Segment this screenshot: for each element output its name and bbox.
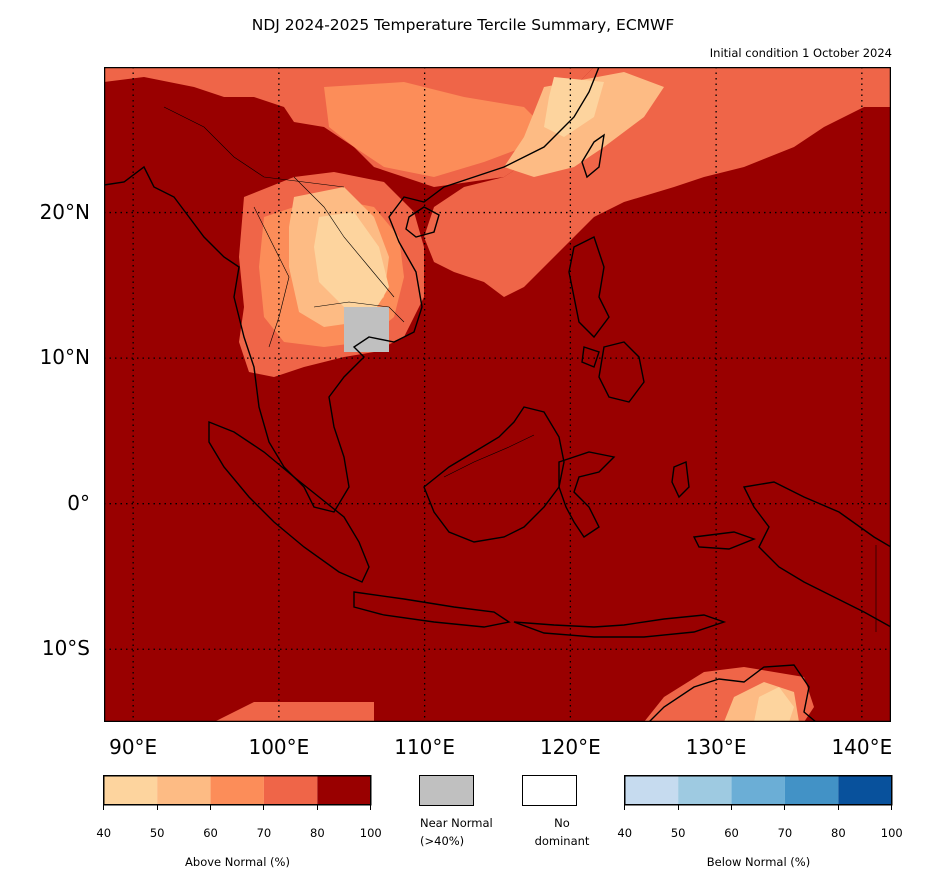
- patch-near-normal-cambodia: [344, 307, 389, 352]
- lon-label-2: 110°E: [394, 735, 456, 759]
- patch-eastchina-70: [424, 67, 891, 297]
- chart-title: NDJ 2024-2025 Temperature Tercile Summar…: [251, 16, 675, 34]
- above-normal-swatches: [103, 775, 371, 805]
- border-cambodia: [313, 301, 405, 323]
- below-tick-mark-1: [677, 805, 679, 810]
- coast-borneo: [423, 406, 565, 543]
- coast-java: [353, 591, 511, 628]
- near-normal-swatch: [419, 775, 474, 806]
- map-border: [104, 67, 891, 722]
- above-swatch-3: [263, 775, 318, 805]
- below-tick-label-0: 40: [617, 826, 633, 840]
- no-dominant-label-line2: dominant: [534, 833, 590, 848]
- coast-luzon: [568, 236, 610, 339]
- border-myanmar-thailand: [253, 206, 290, 348]
- coast-australia: [648, 664, 817, 722]
- below-tick-label-5: 100: [880, 826, 903, 840]
- map-gridlines: [104, 67, 891, 722]
- patch-australia-40: [754, 687, 794, 722]
- lat-label-3: 10°S: [41, 636, 90, 661]
- patch-laos-40: [314, 212, 389, 312]
- border-china: [163, 106, 345, 188]
- lon-label-3: 120°E: [539, 735, 601, 759]
- coast-lesser-sunda: [513, 614, 727, 638]
- below-swatch-1: [678, 775, 732, 805]
- below-tick-mark-3: [784, 805, 786, 810]
- below-swatch-0: [624, 775, 679, 805]
- no-dominant-swatch: [522, 775, 577, 806]
- near-normal-label-line2: (>40%): [420, 833, 465, 848]
- lon-label-5: 140°E: [831, 735, 893, 759]
- above-tick-mark-0: [103, 805, 105, 810]
- above-swatch-2: [210, 775, 264, 805]
- above-swatch-4: [317, 775, 371, 805]
- above-tick-mark-5: [370, 805, 372, 810]
- patch-china-60: [324, 82, 544, 177]
- above-tick-mark-2: [210, 805, 212, 810]
- patch-china-50: [504, 72, 664, 177]
- above-colorbar-border: [103, 775, 372, 806]
- coast-visayas: [581, 346, 600, 368]
- no-dominant-label: No dominant: [508, 815, 616, 851]
- coast-sulawesi: [558, 451, 616, 538]
- lon-label-4: 130°E: [685, 735, 747, 759]
- below-swatch-2: [731, 775, 785, 805]
- coast-new-guinea: [742, 481, 891, 628]
- above-tick-mark-1: [156, 805, 158, 810]
- coast-seram: [692, 531, 756, 550]
- below-tick-mark-4: [837, 805, 839, 810]
- patch-indian-ocean-70: [214, 702, 374, 722]
- coast-mainland: [104, 67, 600, 513]
- above-normal-colorbar: [103, 775, 372, 806]
- below-normal-colorbar: [624, 775, 893, 806]
- above-swatch-0: [103, 775, 158, 805]
- near-normal-label-line1: Near Normal: [420, 816, 493, 830]
- country-borders: [163, 106, 877, 632]
- below-tick-label-2: 60: [724, 826, 739, 840]
- lat-label-1: 10°N: [39, 345, 90, 370]
- above-tick-label-4: 80: [310, 826, 325, 840]
- border-borneo: [443, 434, 535, 478]
- above-tick-label-5: 100: [359, 826, 382, 840]
- no-dominant-label-line1: No: [554, 816, 570, 830]
- coastlines: [104, 67, 891, 722]
- coast-halmahera: [671, 460, 690, 499]
- above-tick-label-1: 50: [149, 826, 165, 840]
- coast-hainan: [405, 206, 440, 238]
- above-tick-label-3: 70: [256, 826, 272, 840]
- lat-label-0: 20°N: [39, 199, 90, 224]
- below-tick-label-3: 70: [777, 826, 793, 840]
- below-tick-mark-2: [731, 805, 733, 810]
- border-laos: [293, 176, 395, 298]
- above-swatch-1: [157, 775, 211, 805]
- below-normal-swatches: [624, 775, 892, 805]
- probability-patches: [104, 67, 891, 722]
- lon-label-1: 100°E: [248, 735, 310, 759]
- below-normal-caption: Below Normal (%): [706, 855, 811, 869]
- above-normal-caption: Above Normal (%): [185, 855, 290, 869]
- below-tick-mark-5: [891, 805, 893, 810]
- initial-condition-subtitle: Initial condition 1 October 2024: [709, 46, 892, 60]
- below-colorbar-border: [624, 775, 893, 806]
- below-tick-mark-0: [624, 805, 626, 810]
- coast-mindanao: [598, 341, 645, 403]
- tercile-map: [104, 67, 891, 722]
- lon-label-0: 90°E: [109, 735, 158, 759]
- above-tick-mark-3: [263, 805, 265, 810]
- lat-label-2: 0°: [67, 490, 90, 515]
- below-tick-label-4: 80: [831, 826, 846, 840]
- below-swatch-4: [838, 775, 892, 805]
- coast-taiwan: [581, 133, 605, 179]
- above-tick-label-2: 60: [203, 826, 218, 840]
- above-tick-label-0: 40: [96, 826, 112, 840]
- above-tick-mark-4: [316, 805, 318, 810]
- below-tick-label-1: 50: [670, 826, 686, 840]
- near-normal-label: Near Normal (>40%): [420, 815, 493, 851]
- below-swatch-3: [784, 775, 839, 805]
